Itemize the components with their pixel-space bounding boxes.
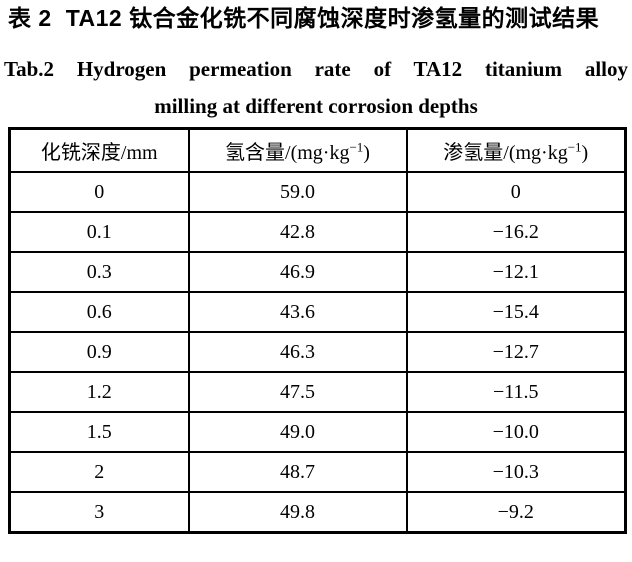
caption-zh-table-number: 表 2	[8, 5, 52, 31]
cell-depth: 0	[8, 171, 190, 213]
cell-hydrogen-content: 48.7	[187, 451, 408, 493]
cell-depth: 1.5	[8, 411, 190, 453]
cell-permeation: −15.4	[405, 291, 627, 333]
cell-hydrogen-content: 42.8	[187, 211, 408, 253]
cell-hydrogen-content: 46.3	[187, 331, 408, 373]
caption-english-line1: Tab.2 Hydrogen permeation rate of TA12 t…	[4, 57, 628, 81]
table-row: 1.2 47.5 −11.5	[8, 371, 627, 413]
cell-hydrogen-content: 49.0	[187, 411, 408, 453]
caption-zh-title: TA12 钛合金化铣不同腐蚀深度时渗氢量的测试结果	[65, 5, 600, 31]
table-row: 0.9 46.3 −12.7	[8, 331, 627, 373]
cell-permeation: −10.0	[405, 411, 627, 453]
caption-chinese: 表 2 TA12 钛合金化铣不同腐蚀深度时渗氢量的测试结果	[8, 3, 630, 33]
cell-depth: 0.3	[8, 251, 190, 293]
cell-permeation: 0	[405, 171, 627, 213]
cell-permeation: −10.3	[405, 451, 627, 493]
cell-permeation: −12.1	[405, 251, 627, 293]
cell-depth: 0.9	[8, 331, 190, 373]
cell-hydrogen-content: 59.0	[187, 171, 408, 213]
cell-depth: 0.1	[8, 211, 190, 253]
cell-permeation: −16.2	[405, 211, 627, 253]
cell-depth: 0.6	[8, 291, 190, 333]
cell-hydrogen-content: 49.8	[187, 491, 408, 534]
table-row: 0 59.0 0	[8, 171, 627, 213]
cell-permeation: −12.7	[405, 331, 627, 373]
data-table: 化铣深度/mm 氢含量/(mg·kg−1) 渗氢量/(mg·kg−1) 0 59…	[8, 127, 627, 534]
caption-english-line2: milling at different corrosion depths	[154, 94, 478, 118]
table-row: 0.1 42.8 −16.2	[8, 211, 627, 253]
table-row: 1.5 49.0 −10.0	[8, 411, 627, 453]
cell-hydrogen-content: 46.9	[187, 251, 408, 293]
cell-hydrogen-content: 43.6	[187, 291, 408, 333]
cell-depth: 1.2	[8, 371, 190, 413]
col-header-permeation-rate: 渗氢量/(mg·kg−1)	[405, 127, 627, 173]
table-row: 3 49.8 −9.2	[8, 491, 627, 534]
table-row: 0.6 43.6 −15.4	[8, 291, 627, 333]
cell-depth: 3	[8, 491, 190, 534]
table-row: 2 48.7 −10.3	[8, 451, 627, 493]
col-header-hydrogen-content: 氢含量/(mg·kg−1)	[187, 127, 408, 173]
table-header-row: 化铣深度/mm 氢含量/(mg·kg−1) 渗氢量/(mg·kg−1)	[8, 127, 627, 173]
col-header-milling-depth: 化铣深度/mm	[8, 127, 190, 173]
cell-permeation: −11.5	[405, 371, 627, 413]
cell-depth: 2	[8, 451, 190, 493]
cell-hydrogen-content: 47.5	[187, 371, 408, 413]
table-row: 0.3 46.9 −12.1	[8, 251, 627, 293]
cell-permeation: −9.2	[405, 491, 627, 534]
